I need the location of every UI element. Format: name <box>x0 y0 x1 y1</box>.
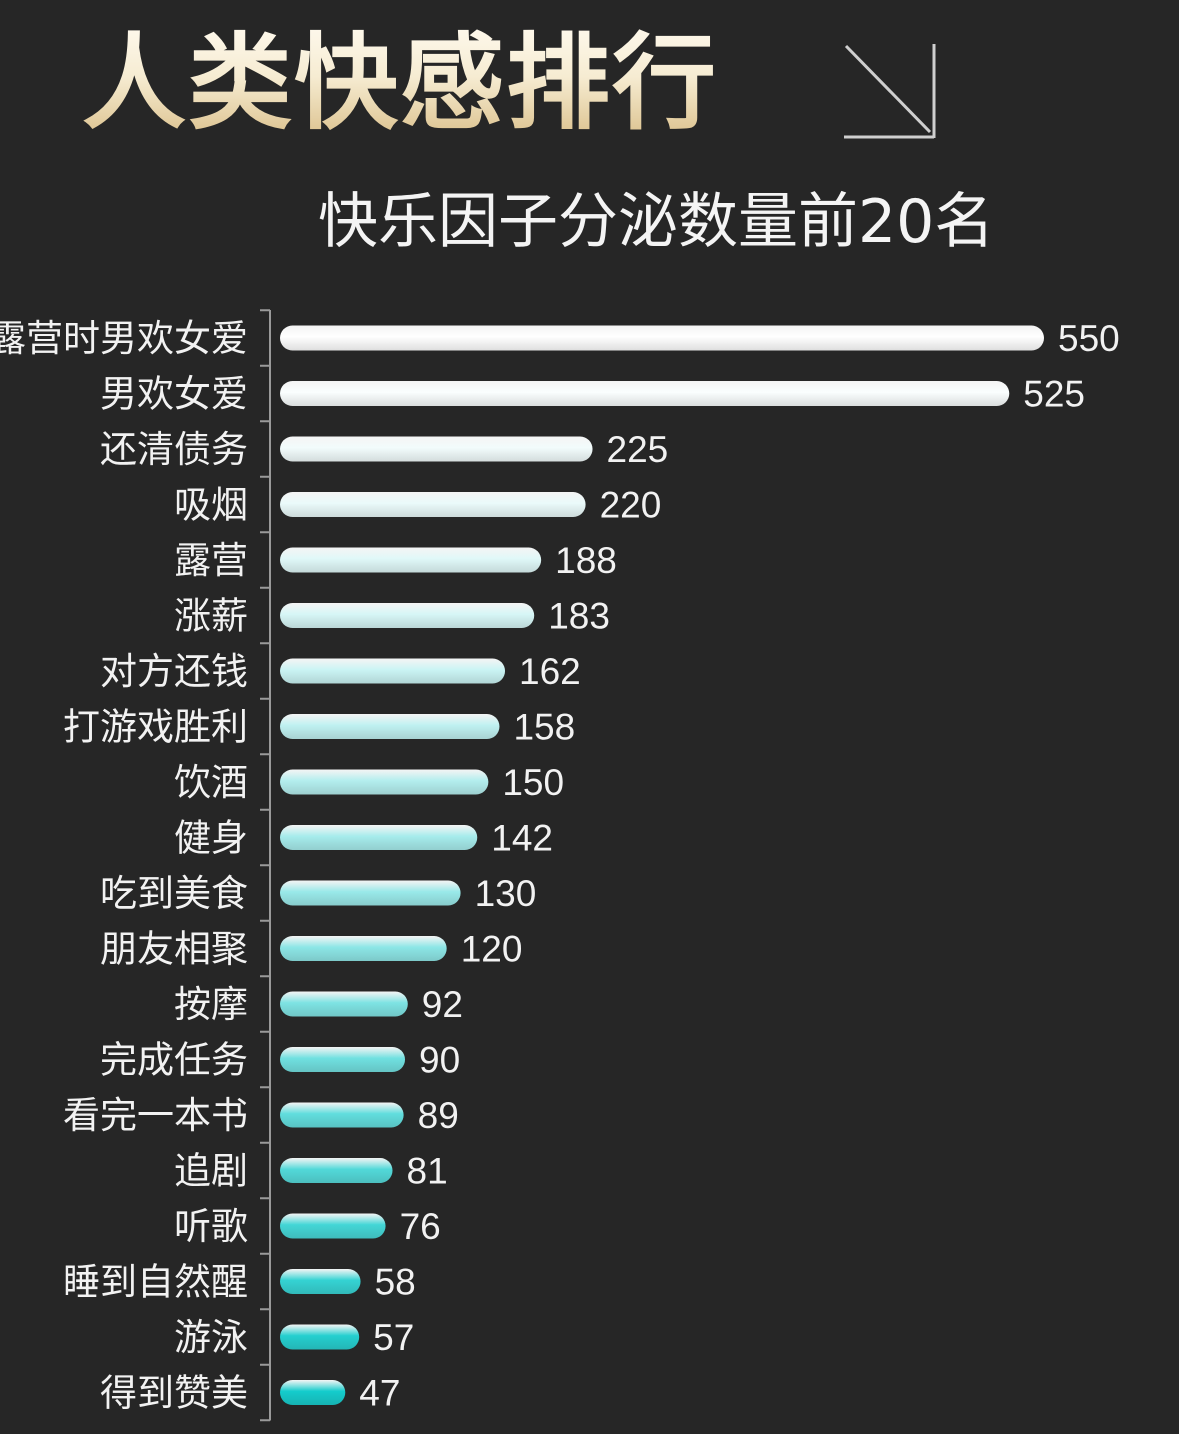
category-label: 涨薪 <box>174 595 248 638</box>
bar <box>280 1269 361 1294</box>
bar <box>280 769 489 795</box>
bar <box>280 325 1044 351</box>
bar-value-label: 58 <box>375 1262 416 1303</box>
bar-value-label: 525 <box>1023 374 1085 415</box>
bar-value-label: 47 <box>359 1373 400 1414</box>
bar <box>280 1213 386 1239</box>
category-label: 吸烟 <box>174 484 248 527</box>
category-label: 按摩 <box>174 983 248 1026</box>
category-label: 吃到美食 <box>100 872 248 915</box>
bar <box>280 1380 346 1405</box>
bar <box>280 1158 393 1183</box>
bar <box>280 880 461 906</box>
bar-value-label: 120 <box>461 929 523 970</box>
category-label: 打游戏胜利 <box>63 706 248 749</box>
category-label: 还清债务 <box>100 428 248 471</box>
bar <box>280 714 500 739</box>
bar-value-label: 130 <box>475 873 537 914</box>
bar <box>280 825 478 850</box>
bar-value-label: 57 <box>373 1317 414 1358</box>
bar-value-label: 183 <box>548 596 610 637</box>
bar <box>280 381 1010 406</box>
category-label: 露营时男欢女爱 <box>0 317 248 360</box>
bar <box>280 1102 404 1128</box>
bar-value-label: 92 <box>422 984 463 1025</box>
category-label: 健身 <box>174 817 248 860</box>
category-label: 朋友相聚 <box>100 928 248 971</box>
bar <box>280 936 447 961</box>
bar-value-label: 150 <box>502 762 564 803</box>
category-label: 男欢女爱 <box>100 373 248 416</box>
category-label: 睡到自然醒 <box>63 1261 248 1304</box>
category-label: 露营 <box>174 539 248 582</box>
category-label: 饮酒 <box>174 761 248 804</box>
category-label: 听歌 <box>174 1205 248 1248</box>
bar-value-label: 89 <box>418 1095 459 1136</box>
category-label: 对方还钱 <box>100 650 248 693</box>
category-label: 追剧 <box>174 1150 248 1193</box>
bar <box>280 658 506 684</box>
category-label: 得到赞美 <box>100 1372 248 1415</box>
bar-value-label: 225 <box>607 429 669 470</box>
bar-value-label: 76 <box>400 1206 441 1247</box>
page-title: 人类快感排行 <box>82 18 718 148</box>
category-label: 游泳 <box>174 1316 248 1359</box>
arrow-down-right-icon <box>844 44 936 139</box>
bar <box>280 436 593 462</box>
bar <box>280 492 586 517</box>
bar <box>280 991 408 1017</box>
bar <box>280 1047 406 1072</box>
category-label: 完成任务 <box>100 1039 248 1082</box>
bar <box>280 603 535 628</box>
category-label: 看完一本书 <box>63 1094 248 1137</box>
bar-value-label: 550 <box>1058 318 1120 359</box>
bar-value-label: 142 <box>491 818 553 859</box>
bar-value-label: 90 <box>419 1040 460 1081</box>
bar <box>280 547 542 573</box>
bar-value-label: 81 <box>407 1151 448 1192</box>
chart-subtitle: 快乐因子分泌数量前20名 <box>318 187 995 257</box>
bar-value-label: 220 <box>600 485 662 526</box>
bar-value-label: 188 <box>555 540 617 581</box>
bar-value-label: 158 <box>513 707 575 748</box>
bar-value-label: 162 <box>519 651 581 692</box>
bar <box>280 1324 360 1350</box>
